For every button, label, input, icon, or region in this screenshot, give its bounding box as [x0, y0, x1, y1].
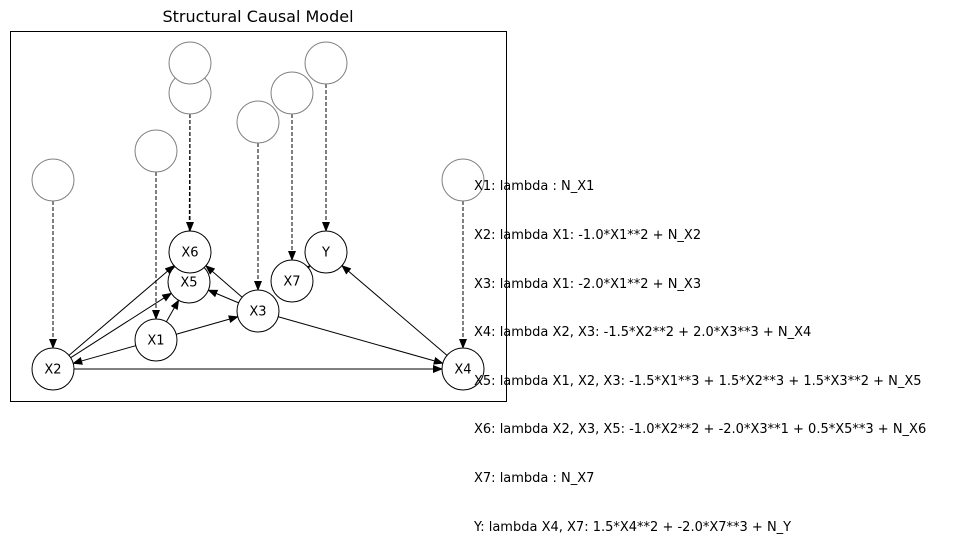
noise-node-n-y — [305, 42, 347, 84]
edge-x1-x5 — [166, 300, 178, 321]
noise-node-n-x1 — [135, 130, 177, 172]
node-x7: X7 — [271, 260, 313, 302]
noise-node-n-x6 — [169, 42, 211, 84]
edge-x3-x4 — [278, 317, 443, 364]
node-label-y: Y — [321, 246, 330, 261]
node-label-x7: X7 — [283, 275, 300, 290]
node-label-x2: X2 — [44, 363, 61, 378]
edge-x3-x6 — [206, 266, 242, 297]
edge-x3-x5 — [208, 290, 238, 303]
edge-x1-x2 — [73, 346, 136, 364]
edge-x4-y — [342, 266, 447, 356]
equation-x6: X6: lambda X2, X3, X5: -1.0*X2**2 + -2.0… — [474, 422, 926, 438]
node-label-x4: X4 — [454, 363, 471, 378]
node-x3: X3 — [237, 290, 279, 332]
equation-x1: X1: lambda : N_X1 — [474, 179, 926, 195]
diagram-title: Structural Causal Model — [10, 7, 506, 26]
node-label-x6: X6 — [181, 246, 198, 261]
equation-x7: X7: lambda : N_X7 — [474, 471, 926, 487]
node-x2: X2 — [32, 348, 74, 390]
node-x6: X6 — [169, 231, 211, 273]
equation-x5: X5: lambda X1, X2, X3: -1.5*X1**3 + 1.5*… — [474, 374, 926, 390]
node-label-x3: X3 — [249, 305, 266, 320]
equations-list: X1: lambda : N_X1 X2: lambda X1: -1.0*X1… — [474, 147, 926, 552]
noise-node-n-x7 — [271, 72, 313, 114]
equation-x2: X2: lambda X1: -1.0*X1**2 + N_X2 — [474, 228, 926, 244]
equation-y: Y: lambda X4, X7: 1.5*X4**2 + -2.0*X7**3… — [474, 520, 926, 536]
noise-circles — [32, 42, 484, 201]
edge-x1-x3 — [176, 317, 238, 335]
node-label-x1: X1 — [147, 334, 164, 349]
node-y: Y — [305, 231, 347, 273]
node-x1: X1 — [135, 319, 177, 361]
equation-x3: X3: lambda X1: -2.0*X1**2 + N_X3 — [474, 277, 926, 293]
noise-node-n-x3 — [237, 101, 279, 143]
noise-node-n-x2 — [32, 159, 74, 201]
equation-x4: X4: lambda X2, X3: -1.5*X2**2 + 2.0*X3**… — [474, 325, 926, 341]
node-label-x5: X5 — [180, 276, 197, 291]
